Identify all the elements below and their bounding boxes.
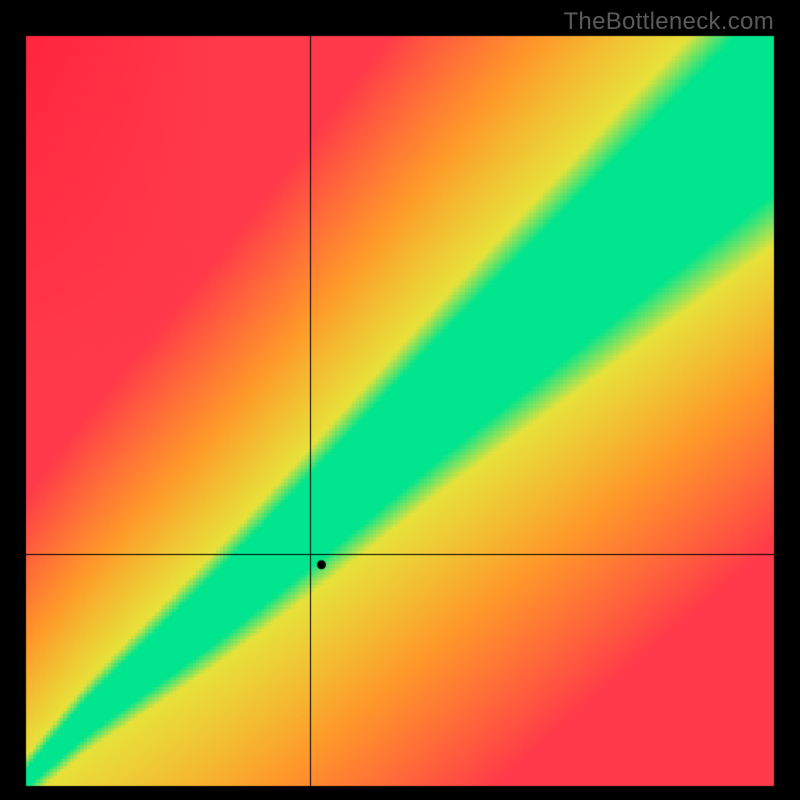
watermark-text: TheBottleneck.com (563, 8, 774, 36)
heatmap-canvas (0, 0, 800, 800)
